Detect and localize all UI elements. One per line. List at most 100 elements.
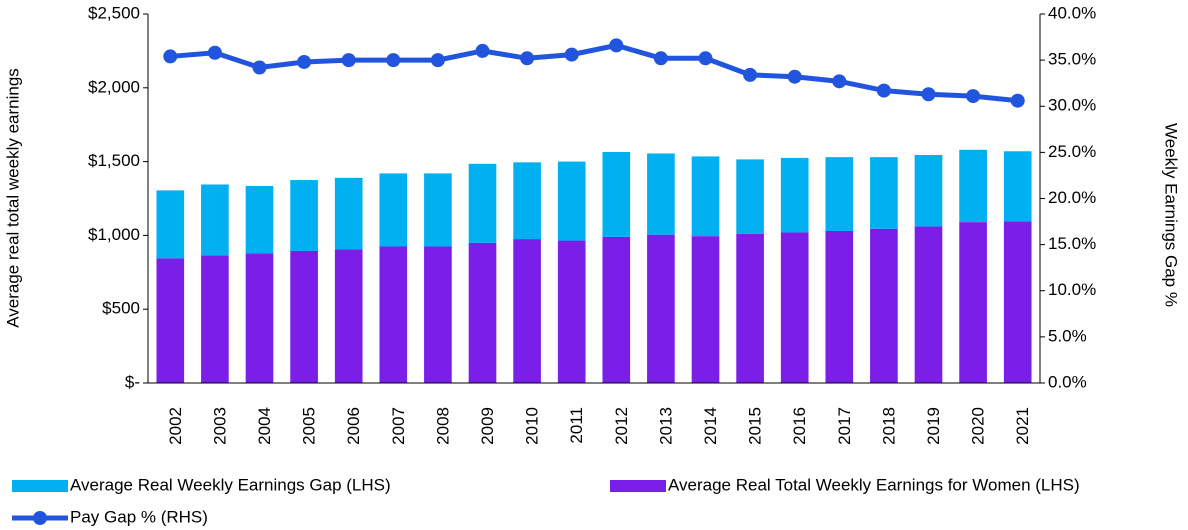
bar	[557, 240, 586, 383]
bar	[557, 161, 586, 241]
x-tick-label: 2010	[523, 407, 542, 445]
legend-swatch	[12, 480, 68, 492]
line-marker	[163, 49, 178, 64]
bar	[513, 239, 541, 383]
legend-swatch	[33, 511, 47, 525]
y-tick-label: $2,000	[88, 77, 140, 96]
legend-label: Average Real Weekly Earnings Gap (LHS)	[70, 475, 391, 494]
line-marker	[475, 43, 490, 58]
x-tick-label: 2011	[567, 407, 586, 444]
y2-tick-label: 20.0%	[1048, 188, 1096, 207]
bar	[156, 258, 185, 383]
bar	[647, 153, 675, 235]
y2-tick-label: 15.0%	[1048, 234, 1096, 253]
line-marker	[921, 87, 936, 102]
x-tick-label: 2012	[612, 407, 631, 445]
bar	[201, 255, 229, 383]
x-tick-label: 2006	[344, 407, 363, 445]
bar	[1003, 151, 1032, 222]
bar	[914, 226, 943, 383]
x-tick-label: 2019	[924, 407, 943, 445]
line-marker	[207, 45, 222, 60]
line-marker	[386, 53, 401, 68]
y2-tick-label: 35.0%	[1048, 50, 1096, 69]
y2-tick-label: 0.0%	[1048, 372, 1087, 391]
x-tick-label: 2009	[478, 407, 497, 445]
x-tick-label: 2015	[746, 407, 765, 445]
bar	[379, 173, 408, 247]
bar	[1003, 221, 1032, 383]
bar	[959, 222, 987, 383]
y2-tick-label: 40.0%	[1048, 3, 1096, 22]
line	[170, 42, 1018, 104]
bar	[468, 163, 497, 243]
x-tick-label: 2014	[701, 407, 720, 445]
line-marker	[1010, 93, 1025, 108]
x-tick-label: 2003	[210, 407, 229, 445]
line-marker	[564, 47, 579, 62]
bar	[736, 233, 764, 383]
x-tick-label: 2020	[969, 407, 988, 445]
bar	[334, 249, 363, 383]
line-marker	[698, 51, 713, 66]
x-tick-label: 2017	[835, 407, 854, 445]
line-marker	[832, 74, 847, 89]
bar	[691, 236, 720, 383]
legend-swatch	[610, 480, 666, 492]
line-marker	[653, 51, 668, 66]
x-tick-label: 2021	[1013, 407, 1032, 445]
x-tick-label: 2002	[166, 407, 185, 445]
line-marker	[743, 67, 758, 82]
bar	[424, 173, 452, 247]
x-tick-label: 2007	[389, 407, 408, 445]
y-tick-label: $2,500	[88, 3, 140, 22]
y2-tick-label: 5.0%	[1048, 326, 1087, 345]
bar	[513, 162, 541, 240]
legend-label: Average Real Total Weekly Earnings for W…	[668, 475, 1080, 494]
bar	[156, 190, 185, 259]
bar	[647, 234, 675, 383]
bar	[201, 184, 229, 256]
line-marker	[787, 69, 802, 84]
x-tick-label: 2013	[656, 407, 675, 445]
x-tick-label: 2005	[300, 407, 319, 445]
bar	[825, 230, 854, 383]
y2-axis-label: Weekly Earnings Gap %	[1162, 123, 1181, 307]
y-tick-label: $1,000	[88, 225, 140, 244]
bar	[780, 232, 809, 383]
line-marker	[430, 53, 445, 68]
bar	[290, 180, 318, 251]
legend-label: Pay Gap % (RHS)	[70, 507, 208, 526]
bar	[424, 246, 452, 383]
y2-tick-label: 10.0%	[1048, 280, 1096, 299]
line-marker	[297, 54, 312, 69]
bar	[245, 185, 274, 254]
line-marker	[252, 60, 267, 75]
y-tick-label: $1,500	[88, 151, 140, 170]
y-tick-label: $-	[125, 372, 140, 391]
x-tick-label: 2008	[433, 407, 452, 445]
bar	[870, 228, 898, 383]
y-tick-label: $500	[102, 299, 140, 318]
bar	[736, 159, 764, 234]
line-marker	[520, 51, 535, 66]
bar	[290, 250, 318, 383]
bar	[691, 156, 720, 237]
line-marker	[966, 89, 981, 104]
x-tick-label: 2016	[790, 407, 809, 445]
x-tick-label: 2018	[879, 407, 898, 445]
bar	[870, 157, 898, 229]
line-marker	[341, 53, 356, 68]
bar	[334, 177, 363, 250]
y2-tick-label: 25.0%	[1048, 142, 1096, 161]
bar	[780, 157, 809, 233]
bar	[959, 149, 987, 223]
bar	[602, 236, 631, 383]
line-marker	[609, 38, 624, 53]
bar	[914, 154, 943, 227]
bar	[379, 246, 408, 383]
y-axis-label: Average real total weekly earnings	[3, 68, 22, 328]
bar	[602, 152, 631, 237]
bar	[825, 157, 854, 231]
